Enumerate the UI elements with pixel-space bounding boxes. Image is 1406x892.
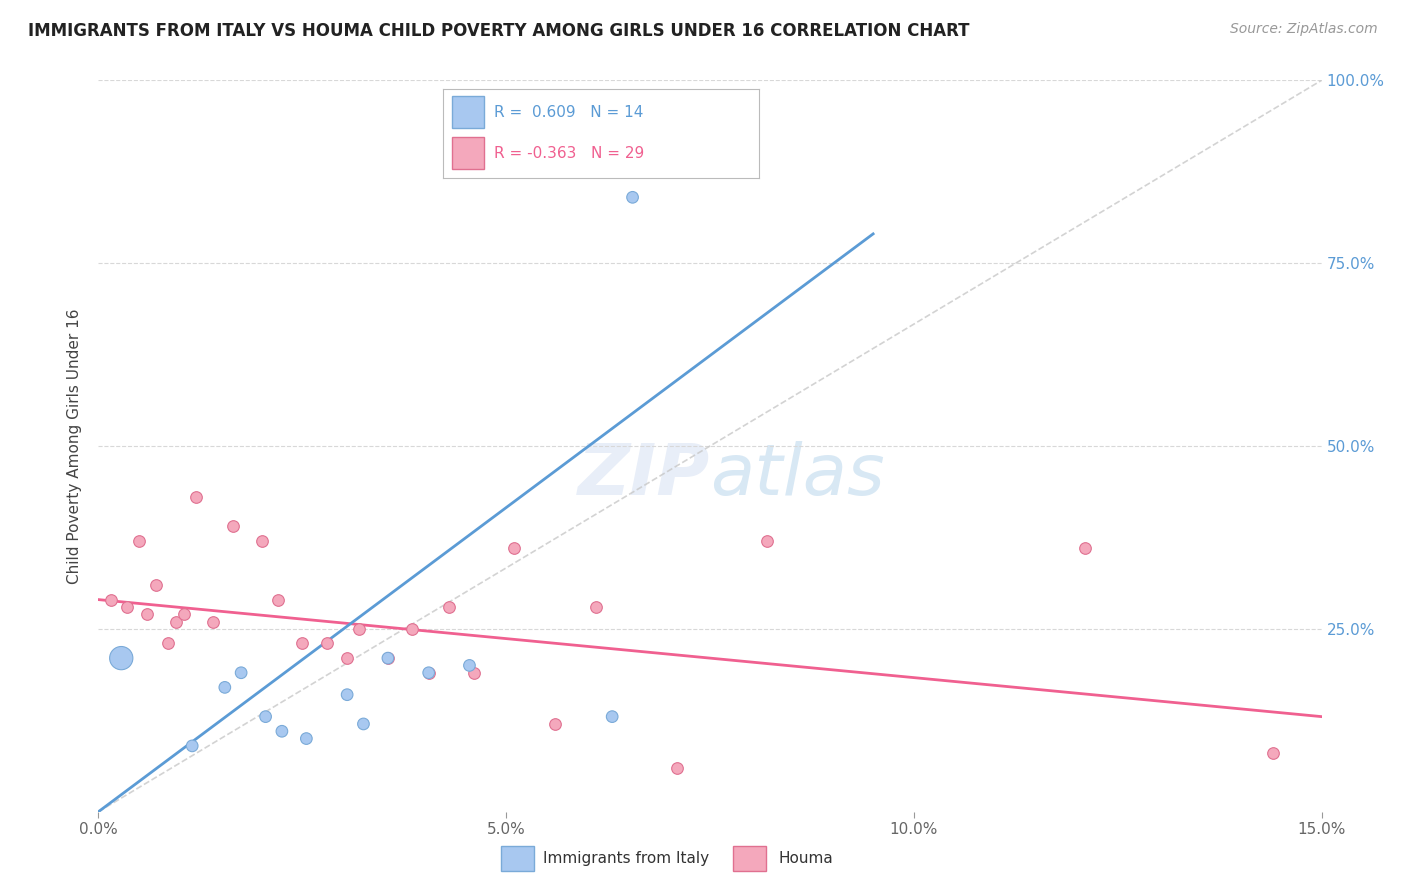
Point (295, 731, 318, 746)
Point (100, 592, 122, 607)
Y-axis label: Child Poverty Among Girls Under 16: Child Poverty Among Girls Under 16 (67, 309, 83, 583)
Bar (453, 96, 484, 128)
Point (336, 651, 359, 665)
Point (156, 636, 179, 650)
Point (145, 578, 167, 592)
Point (463, 665, 485, 680)
Point (377, 651, 399, 665)
Text: Immigrants from Italy: Immigrants from Italy (543, 851, 709, 866)
Point (128, 534, 150, 549)
Point (437, 599, 460, 614)
Point (401, 622, 423, 636)
Text: Source: ZipAtlas.com: Source: ZipAtlas.com (1230, 22, 1378, 37)
Point (222, 519, 245, 533)
Point (458, 658, 481, 673)
Point (377, 651, 399, 665)
Point (173, 607, 195, 622)
Point (186, 490, 208, 504)
Point (349, 622, 371, 636)
Point (418, 665, 440, 680)
Point (115, 599, 138, 614)
Point (231, 665, 253, 680)
Point (315, 636, 337, 650)
Text: Houma: Houma (779, 851, 834, 866)
Point (600, 709, 623, 723)
Bar (733, 847, 766, 871)
Point (336, 688, 359, 702)
Point (544, 717, 567, 731)
Point (756, 534, 779, 549)
Point (666, 761, 689, 775)
Point (291, 636, 314, 650)
Point (136, 607, 159, 622)
Point (621, 190, 644, 204)
Point (110, 651, 132, 665)
Point (165, 615, 187, 629)
Text: atlas: atlas (710, 441, 884, 509)
Point (267, 592, 290, 607)
Text: ZIP: ZIP (578, 441, 710, 509)
Text: IMMIGRANTS FROM ITALY VS HOUMA CHILD POVERTY AMONG GIRLS UNDER 16 CORRELATION CH: IMMIGRANTS FROM ITALY VS HOUMA CHILD POV… (28, 22, 970, 40)
Text: R = -0.363   N = 29: R = -0.363 N = 29 (494, 146, 644, 161)
Bar (501, 847, 534, 871)
Point (418, 665, 440, 680)
Text: R =  0.609   N = 14: R = 0.609 N = 14 (494, 105, 643, 120)
Point (270, 724, 294, 739)
Point (503, 541, 526, 556)
Point (352, 717, 374, 731)
Point (181, 739, 204, 753)
Bar (453, 137, 484, 169)
Point (201, 615, 224, 629)
Point (254, 709, 277, 723)
Point (1261, 746, 1284, 760)
Point (214, 681, 236, 695)
Point (250, 534, 273, 549)
Point (585, 599, 607, 614)
Point (1074, 541, 1097, 556)
